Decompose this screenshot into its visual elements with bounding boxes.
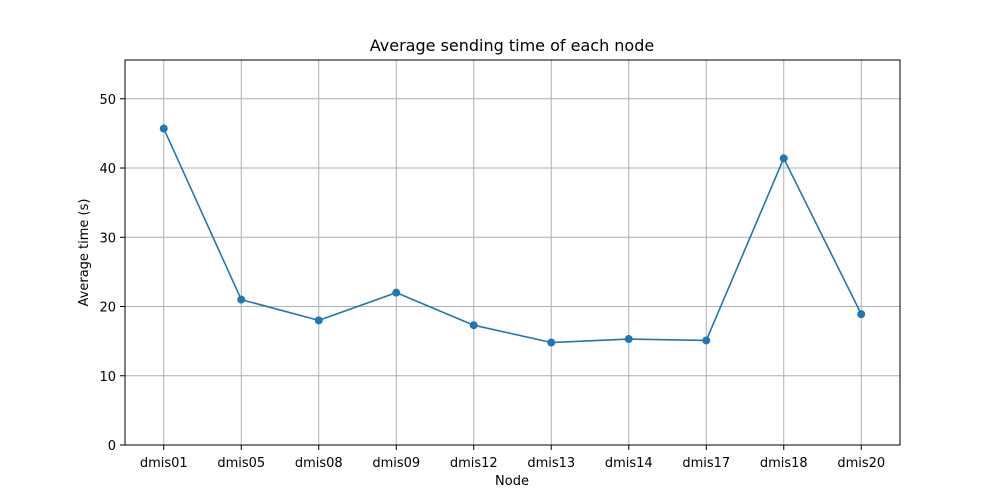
y-tick-label: 40	[99, 162, 116, 177]
data-point-dmis09	[392, 288, 401, 297]
series-line	[163, 128, 862, 344]
x-tick-label: dmis20	[837, 456, 885, 471]
x-tick-label: dmis01	[140, 456, 188, 471]
y-tick-label: 20	[99, 301, 116, 316]
chart-title: Average sending time of each node	[370, 36, 654, 55]
data-point-dmis17	[702, 336, 711, 345]
y-tick-label: 0	[108, 439, 116, 454]
data-point-dmis20	[857, 310, 866, 319]
data-point-dmis12	[469, 321, 478, 330]
axis-ticks: dmis01 dmis05 dmis08 dmis09 dmis12 dmis13 dmis…	[99, 93, 885, 471]
y-axis-label: Average time (s)	[77, 199, 92, 307]
x-tick-label: dmis14	[605, 456, 653, 471]
y-tick-label: 10	[99, 370, 116, 385]
x-tick-label: dmis18	[760, 456, 808, 471]
data-point-dmis14	[624, 335, 633, 344]
data-point-dmis13	[547, 338, 556, 347]
x-tick-label: dmis08	[295, 456, 343, 471]
x-tick-label: dmis12	[450, 456, 498, 471]
y-tick-label: 30	[99, 231, 116, 246]
x-tick-label: dmis05	[217, 456, 265, 471]
y-tick-label: 50	[99, 93, 116, 108]
data-point-dmis18	[779, 154, 788, 163]
data-point-dmis05	[237, 295, 246, 304]
data-point-dmis08	[314, 316, 323, 325]
x-tick-label: dmis09	[372, 456, 420, 471]
plot-area-frame	[124, 59, 901, 446]
x-tick-label: dmis17	[682, 456, 730, 471]
x-axis-label: Node	[495, 474, 529, 489]
series-layer	[159, 124, 866, 347]
x-tick-label: dmis13	[527, 456, 575, 471]
grid	[125, 60, 900, 446]
data-point-dmis01	[159, 124, 168, 133]
